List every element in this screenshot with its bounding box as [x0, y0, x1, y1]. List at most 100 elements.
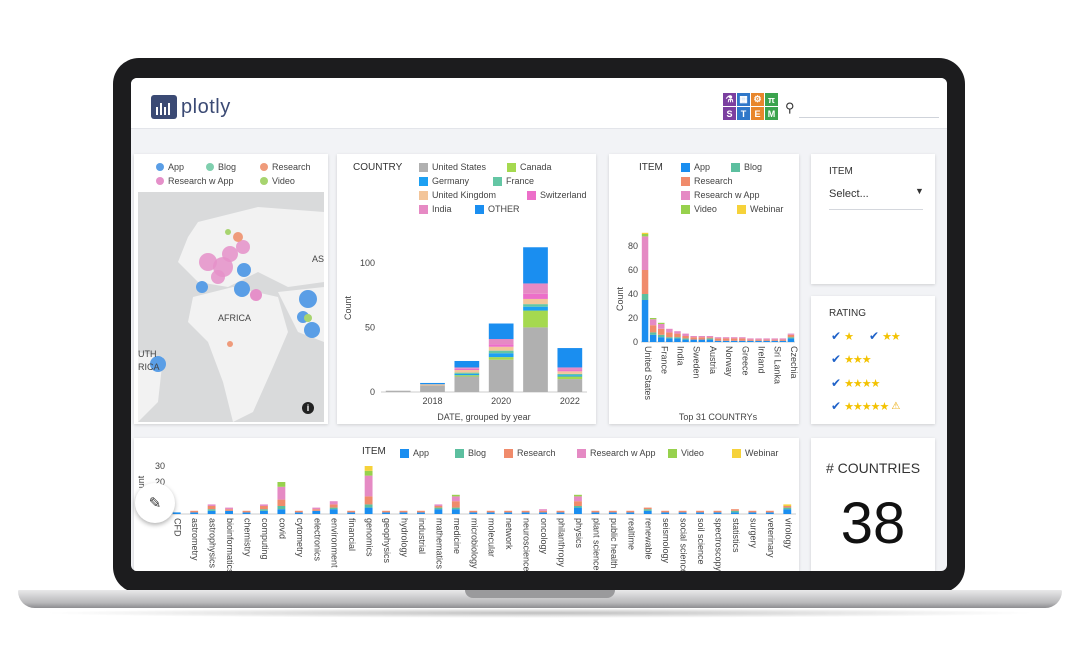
bar-segment[interactable]: [454, 372, 480, 374]
bar-segment[interactable]: [690, 336, 697, 338]
bar-segment[interactable]: [730, 340, 738, 342]
country-legend-item[interactable]: France: [493, 176, 534, 186]
bar-segment[interactable]: [521, 512, 530, 514]
bar-segment[interactable]: [574, 506, 582, 508]
bar-segment[interactable]: [434, 504, 443, 506]
bar-segment[interactable]: [523, 304, 548, 307]
bar-segment[interactable]: [557, 375, 583, 377]
item-legend-item[interactable]: Blog: [731, 162, 762, 172]
item-legend-item[interactable]: Video: [681, 204, 717, 214]
bar-segment[interactable]: [557, 371, 583, 374]
bar-segment[interactable]: [294, 512, 303, 514]
bar-segment[interactable]: [783, 509, 792, 514]
bar-segment[interactable]: [225, 507, 233, 510]
country-legend-item[interactable]: Germany: [419, 176, 469, 186]
search-icon[interactable]: ⚲: [785, 100, 795, 115]
bar-segment[interactable]: [434, 509, 443, 514]
bar-segment[interactable]: [706, 337, 714, 339]
bar-segment[interactable]: [649, 318, 657, 320]
country-legend-item[interactable]: India: [419, 204, 452, 214]
bar-segment[interactable]: [504, 510, 513, 513]
bar-segment[interactable]: [696, 512, 704, 514]
bar-segment[interactable]: [771, 340, 778, 342]
bar-segment[interactable]: [574, 496, 582, 502]
bar-segment[interactable]: [523, 306, 548, 311]
checkbox-checked-icon[interactable]: ✔: [831, 329, 842, 343]
bar-segment[interactable]: [277, 482, 286, 487]
bar-segment[interactable]: [557, 376, 583, 380]
bar-segment[interactable]: [739, 337, 746, 339]
item-filter-select[interactable]: Select...: [829, 188, 869, 200]
bar-segment[interactable]: [557, 373, 583, 376]
bar-segment[interactable]: [661, 512, 670, 514]
bar-segment[interactable]: [783, 504, 792, 506]
bar-segment[interactable]: [329, 501, 338, 505]
bar-segment[interactable]: [399, 512, 408, 514]
bar-segment[interactable]: [347, 510, 356, 513]
bar-segment[interactable]: [454, 376, 480, 392]
bar-segment[interactable]: [539, 512, 547, 514]
bar-segment[interactable]: [420, 385, 445, 392]
bar-segment[interactable]: [690, 339, 697, 342]
bar-segment[interactable]: [674, 338, 681, 342]
bar-segment[interactable]: [698, 339, 706, 342]
bar-segment[interactable]: [454, 368, 480, 371]
bar-segment[interactable]: [682, 338, 689, 340]
bar-segment[interactable]: [486, 510, 495, 513]
bar-segment[interactable]: [763, 339, 770, 341]
bar-segment[interactable]: [488, 357, 514, 360]
bar-segment[interactable]: [523, 298, 548, 305]
bar-segment[interactable]: [649, 334, 657, 342]
bar-segment[interactable]: [557, 379, 583, 392]
rating-option-3[interactable]: ✔ ★★★: [831, 352, 872, 366]
bar-segment[interactable]: [207, 509, 216, 511]
bar-segment[interactable]: [626, 510, 635, 513]
bar-segment[interactable]: [641, 300, 649, 342]
bar-segment[interactable]: [277, 499, 286, 506]
bar-segment[interactable]: [641, 232, 649, 234]
bar-segment[interactable]: [523, 283, 548, 294]
bar-segment[interactable]: [755, 340, 762, 342]
world-map[interactable]: AFRICA AS UTH RICA: [138, 192, 324, 422]
bar-segment[interactable]: [783, 506, 792, 508]
bar-segment[interactable]: [557, 348, 583, 368]
bar-segment[interactable]: [207, 506, 216, 510]
bar-segment[interactable]: [454, 370, 480, 373]
country-legend-item[interactable]: Canada: [507, 162, 552, 172]
bar-segment[interactable]: [488, 344, 514, 347]
bar-segment[interactable]: [771, 339, 778, 341]
bar-segment[interactable]: [771, 338, 778, 340]
bar-segment[interactable]: [678, 512, 687, 514]
bar-segment[interactable]: [364, 475, 373, 497]
bar-segment[interactable]: [382, 510, 390, 513]
checkbox-checked-icon[interactable]: ✔: [831, 352, 842, 366]
checkbox-checked-icon[interactable]: ✔: [831, 399, 842, 413]
bar-segment[interactable]: [713, 510, 722, 513]
bar-segment[interactable]: [698, 337, 706, 340]
bar-segment[interactable]: [674, 337, 681, 339]
bar-segment[interactable]: [417, 512, 425, 514]
bar-segment[interactable]: [722, 340, 730, 342]
bar-segment[interactable]: [649, 325, 657, 333]
bar-segment[interactable]: [242, 510, 251, 513]
bar-segment[interactable]: [488, 359, 514, 392]
bar-segment[interactable]: [207, 504, 216, 506]
bar-segment[interactable]: [641, 270, 649, 294]
bar-segment[interactable]: [658, 322, 665, 324]
country-legend-item[interactable]: United States: [419, 162, 486, 172]
bar-segment[interactable]: [755, 338, 762, 340]
bar-segment[interactable]: [172, 512, 181, 514]
map-legend-research-w-app[interactable]: Research w App: [156, 176, 234, 186]
bar-segment[interactable]: [242, 512, 251, 514]
bar-segment[interactable]: [312, 509, 321, 511]
item-legend-item[interactable]: Research w App: [681, 190, 760, 200]
bar-segment[interactable]: [763, 340, 770, 342]
bar-segment[interactable]: [420, 382, 445, 385]
bar-segment[interactable]: [277, 486, 286, 500]
field-legend-item[interactable]: Research w App: [577, 448, 656, 458]
bar-segment[interactable]: [451, 494, 460, 497]
bar-segment[interactable]: [682, 336, 689, 339]
bar-segment[interactable]: [329, 509, 338, 514]
bar-segment[interactable]: [731, 510, 739, 513]
country-legend-item[interactable]: United Kingdom: [419, 190, 496, 200]
